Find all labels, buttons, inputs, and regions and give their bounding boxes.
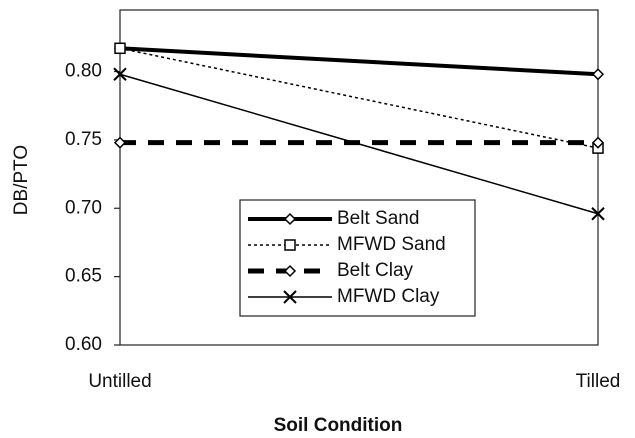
y-axis-label: DB/PTO	[11, 145, 32, 215]
data-point	[591, 68, 605, 81]
plot-frame	[119, 9, 599, 346]
legend-label: MFWD Clay	[337, 286, 440, 307]
x-tick-label: Tilled	[576, 371, 621, 392]
data-point	[113, 136, 127, 149]
legend-marker	[284, 239, 296, 251]
x-axis-label: Soil Condition	[274, 415, 403, 436]
y-tick-label: 0.80	[65, 61, 102, 82]
legend-marker	[283, 290, 297, 304]
series-line	[119, 46, 599, 77]
legend-marker	[283, 264, 297, 278]
y-tick-label: 0.65	[65, 266, 102, 287]
legend-label: Belt Sand	[337, 208, 419, 229]
legend-label: MFWD Sand	[337, 234, 446, 255]
legend-label: Belt Clay	[337, 260, 414, 281]
x-tick-label: Untilled	[88, 371, 151, 392]
y-tick-label: 0.70	[65, 197, 102, 218]
data-point	[113, 67, 127, 81]
data-point	[114, 42, 126, 55]
series-line	[119, 73, 599, 215]
data-point	[591, 207, 605, 221]
legend: Belt Sand MFWD Sand Belt Clay MFWD Clay	[239, 199, 476, 317]
legend-marker	[283, 212, 297, 226]
y-tick-label: 0.60	[65, 334, 102, 355]
data-point	[591, 136, 605, 149]
y-tick-label: 0.75	[65, 129, 102, 150]
